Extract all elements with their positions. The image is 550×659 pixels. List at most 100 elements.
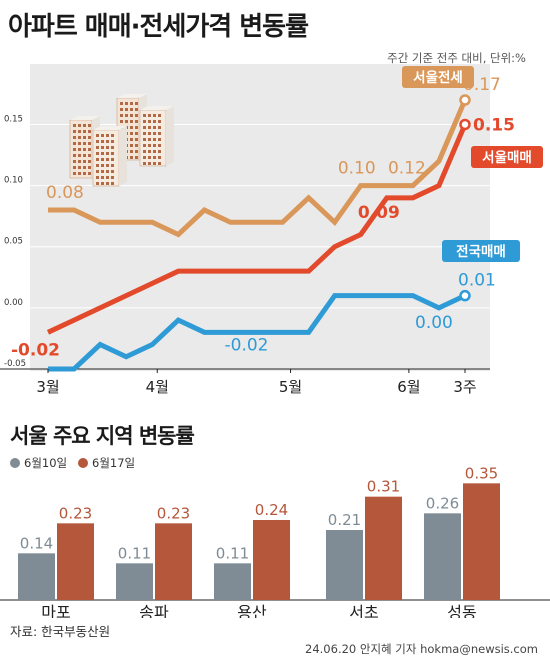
bar	[57, 523, 94, 600]
bar-value-label: 0.35	[465, 464, 498, 482]
building-side	[166, 106, 174, 166]
building-window	[143, 126, 146, 129]
building-window	[158, 144, 161, 147]
bar-value-label: 0.11	[118, 544, 151, 562]
building-window	[130, 150, 133, 153]
series-end-marker	[459, 289, 471, 302]
building-window	[96, 182, 99, 185]
building-window	[120, 120, 123, 123]
bars	[0, 483, 550, 601]
bar-value-label: 0.23	[59, 504, 92, 522]
building-window	[101, 152, 104, 155]
building-window	[101, 134, 104, 137]
data-labels: 0.080.10 0.120.17-0.020.090.15-0.020.000.…	[11, 66, 543, 360]
series-name-label: 서울전세	[413, 69, 463, 86]
category-label: 용산	[237, 603, 267, 618]
bar-value-label: 0.24	[255, 501, 288, 519]
building-window	[96, 140, 99, 143]
bar-value-label: 0.14	[20, 534, 53, 552]
building-window	[83, 148, 86, 151]
x-tick-label: 4월	[146, 378, 169, 396]
building-window	[135, 108, 138, 111]
building-window	[135, 132, 138, 135]
building-window	[78, 154, 81, 157]
building-window	[143, 114, 146, 117]
building-window	[111, 152, 114, 155]
building-window	[135, 138, 138, 141]
bar	[326, 530, 363, 600]
building-window	[96, 164, 99, 167]
building-roof	[117, 94, 147, 98]
series-name-label: 서울매매	[482, 149, 532, 166]
bar	[116, 563, 153, 600]
building-window	[153, 132, 156, 135]
building-roof	[93, 126, 127, 130]
building-window	[130, 114, 133, 117]
legend-swatch-1	[78, 458, 88, 468]
series-name-badge	[471, 146, 543, 168]
unit-note: 주간 기준 전주 대비, 단위:%	[387, 51, 526, 65]
building-window	[101, 140, 104, 143]
building-window	[83, 172, 86, 175]
building-window	[96, 152, 99, 155]
building-window	[106, 176, 109, 179]
building-window	[125, 102, 128, 105]
y-tick-label: -0.05	[4, 359, 26, 369]
building-window	[106, 152, 109, 155]
building-window	[106, 140, 109, 143]
building-window	[88, 124, 91, 127]
building-window	[83, 160, 86, 163]
building-window	[101, 176, 104, 179]
building-window	[125, 120, 128, 123]
building-window	[78, 148, 81, 151]
building-window	[135, 156, 138, 159]
building-window	[78, 124, 81, 127]
bar-value-label: 0.11	[216, 544, 249, 562]
building-window	[106, 164, 109, 167]
building-window	[153, 138, 156, 141]
data-label: -0.02	[225, 335, 269, 355]
building-window	[88, 142, 91, 145]
data-label: 0.01	[458, 271, 496, 291]
bar-chart-title: 서울 주요 지역 변동률	[10, 424, 195, 448]
building-window	[130, 120, 133, 123]
building-window	[130, 138, 133, 141]
building-window	[101, 164, 104, 167]
building-window	[125, 108, 128, 111]
building-window	[73, 124, 76, 127]
building-window	[158, 150, 161, 153]
building-window	[148, 126, 151, 129]
apartment-building-icon	[69, 94, 174, 187]
series-name-badge	[402, 66, 474, 88]
series-lines	[46, 94, 471, 372]
building-window	[111, 134, 114, 137]
building-window	[148, 132, 151, 135]
building-window	[158, 114, 161, 117]
source-note: 자료: 한국부동산원	[10, 624, 111, 639]
building-window	[130, 156, 133, 159]
bar-legend: 6월10일 6월17일	[10, 456, 135, 470]
building-window	[78, 172, 81, 175]
building-window	[96, 146, 99, 149]
y-tick-label: 0.15	[4, 114, 23, 124]
building-window	[158, 120, 161, 123]
x-tick-label: 5월	[279, 378, 302, 396]
building-window	[135, 120, 138, 123]
building-window	[111, 182, 114, 185]
series-line-1	[46, 123, 468, 335]
bar	[424, 513, 461, 600]
line-chart: 0.150.100.050.00-0.05 0.080.10 0.120.17-0…	[0, 64, 543, 396]
building-window	[73, 142, 76, 145]
legend-swatch-0	[10, 458, 20, 468]
series-end-marker	[459, 94, 471, 106]
building-window	[88, 172, 91, 175]
building-window	[78, 136, 81, 139]
building-window	[148, 114, 151, 117]
building-window	[73, 136, 76, 139]
bar	[18, 553, 55, 600]
legend-label-1: 6월17일	[92, 456, 135, 470]
bar	[214, 563, 251, 600]
building-window	[83, 130, 86, 133]
building-window	[88, 130, 91, 133]
building-window	[111, 170, 114, 173]
